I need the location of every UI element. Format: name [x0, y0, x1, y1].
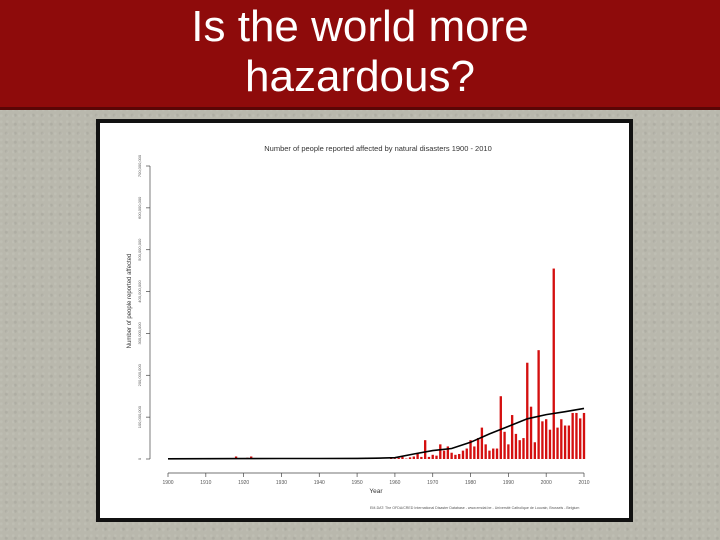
y-tick-label: 400,000,000 — [137, 280, 142, 303]
bar — [518, 440, 521, 459]
bar — [480, 427, 484, 459]
bar — [420, 456, 423, 459]
bar — [499, 396, 502, 459]
bar — [423, 440, 427, 459]
bar — [397, 457, 400, 459]
bar — [465, 448, 468, 459]
bar — [529, 406, 533, 459]
bar — [560, 419, 563, 459]
bar — [488, 450, 491, 459]
x-tick-label: 2010 — [578, 480, 589, 486]
bar — [541, 421, 544, 459]
bar — [469, 440, 472, 459]
x-tick-label: 1970 — [427, 480, 438, 486]
x-tick-label: 1930 — [276, 480, 287, 486]
y-axis-label: Number of people reported affected — [127, 254, 133, 349]
x-tick-label: 1940 — [314, 480, 325, 486]
bar — [526, 362, 529, 459]
trend-line — [167, 407, 585, 460]
chart-title: Number of people reported affected by na… — [264, 144, 492, 153]
x-axis-label: Year — [369, 488, 383, 495]
bar — [408, 457, 412, 459]
bar — [473, 446, 476, 459]
x-tick-label: 1950 — [352, 480, 363, 486]
x-tick-label: 1960 — [389, 480, 400, 486]
bar — [461, 450, 465, 459]
slide-title: Is the world more hazardous? — [191, 1, 529, 101]
bar — [454, 454, 457, 459]
bar — [548, 429, 552, 459]
bar — [492, 448, 495, 459]
x-tick-label: 1920 — [238, 480, 249, 486]
trend-series — [167, 407, 585, 460]
source-note: EM-DAT: The OFDA/CRED International Disa… — [370, 506, 579, 510]
y-tick-label: 700,000,000 — [137, 154, 142, 177]
bar — [401, 456, 404, 459]
bar — [476, 438, 480, 459]
bar — [439, 444, 442, 459]
axes: 0 100,000,000 200,000,000 300,000,000 400,00… — [137, 154, 590, 486]
bar — [545, 419, 548, 459]
y-tick-label: 200,000,000 — [137, 363, 142, 386]
bar — [510, 415, 514, 459]
bar — [234, 456, 238, 459]
bar — [450, 452, 453, 459]
bar — [431, 454, 434, 459]
bar — [556, 427, 559, 459]
bar — [579, 418, 582, 459]
y-tick-label: 300,000,000 — [137, 322, 142, 345]
bar — [442, 450, 446, 459]
bar — [507, 444, 510, 459]
bar — [582, 412, 586, 459]
x-tick-label: 1990 — [503, 480, 514, 486]
bar — [503, 431, 506, 459]
bar — [514, 433, 518, 459]
y-tick-label: 500,000,000 — [137, 238, 142, 261]
y-tick-label: 100,000,000 — [137, 405, 142, 428]
bar — [571, 412, 574, 459]
disaster-chart: Number of people reported affected by na… — [127, 144, 590, 510]
chart-frame: Number of people reported affected by na… — [96, 119, 633, 522]
bar — [250, 456, 253, 459]
bar — [446, 446, 450, 459]
y-tick-label: 0 — [137, 457, 142, 460]
bar — [416, 453, 419, 459]
title-bar: Is the world more hazardous? — [0, 0, 720, 110]
bar — [412, 456, 415, 459]
bar — [427, 456, 431, 459]
bar — [435, 455, 438, 459]
bar — [537, 350, 540, 459]
bar — [495, 448, 499, 459]
bar-series — [234, 268, 586, 459]
bar — [484, 444, 487, 459]
chart-area: Number of people reported affected by na… — [100, 123, 629, 518]
bar — [567, 425, 571, 459]
bar — [575, 412, 578, 459]
bar — [563, 425, 567, 459]
x-tick-label: 2000 — [541, 480, 552, 486]
x-tick-label: 1910 — [200, 480, 211, 486]
bar — [533, 442, 537, 459]
y-tick-label: 600,000,000 — [137, 196, 142, 219]
bar — [552, 268, 555, 459]
x-tick-label: 1900 — [162, 480, 173, 486]
x-tick-label: 1980 — [465, 480, 476, 486]
bar — [458, 453, 461, 459]
bar — [522, 438, 525, 459]
